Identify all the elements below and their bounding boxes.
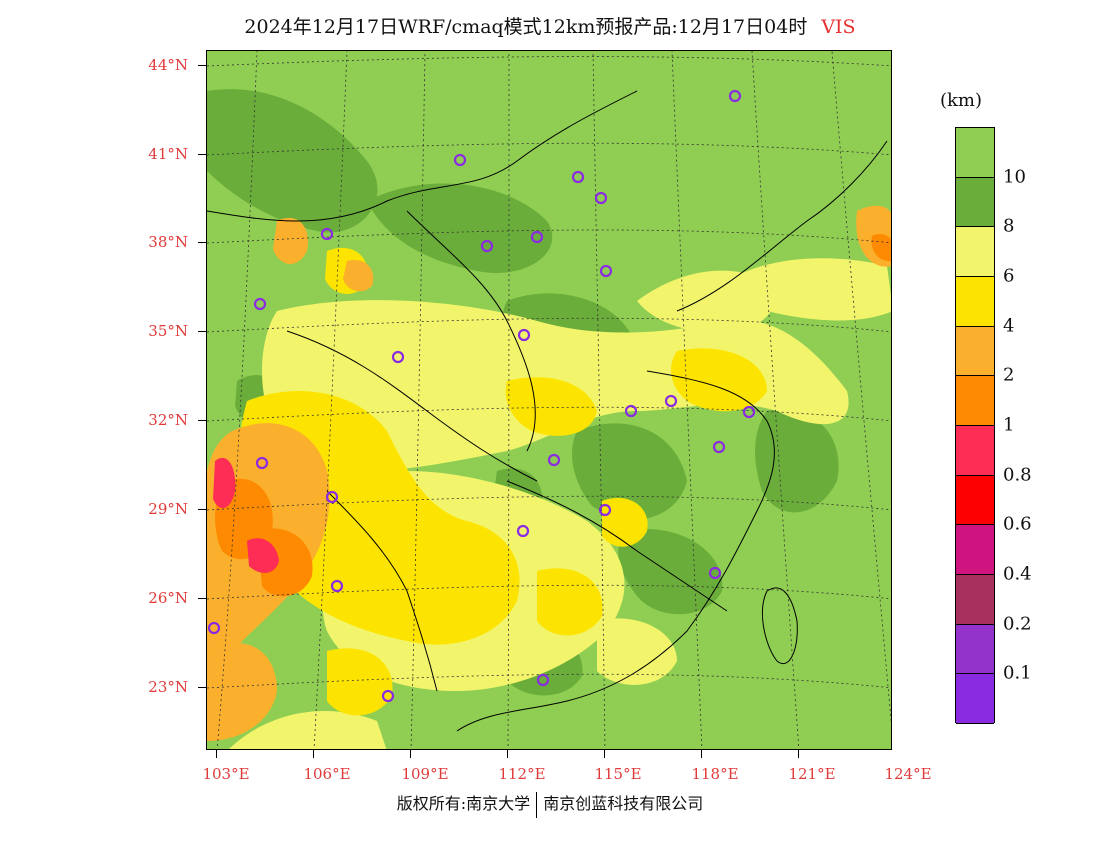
lon-label-118: 118°E bbox=[691, 765, 739, 783]
legend-color-box bbox=[956, 227, 994, 277]
lon-tick bbox=[216, 750, 217, 758]
footer-divider bbox=[536, 791, 538, 818]
circle-marker-icon bbox=[742, 405, 756, 419]
circle-marker-icon bbox=[571, 170, 585, 184]
circle-marker-icon bbox=[547, 453, 561, 467]
lat-label-32: 32°N bbox=[148, 411, 188, 429]
circle-marker-icon bbox=[517, 328, 531, 342]
lat-label-38: 38°N bbox=[148, 233, 188, 251]
legend-color-box bbox=[956, 128, 994, 178]
lat-tick bbox=[198, 420, 206, 421]
lon-label-121: 121°E bbox=[788, 765, 836, 783]
color-legend bbox=[955, 127, 995, 724]
circle-marker-icon bbox=[708, 566, 722, 580]
circle-marker-icon bbox=[594, 191, 608, 205]
lon-tick bbox=[798, 750, 799, 758]
company-text: 南京创蓝科技有限公司 bbox=[543, 794, 704, 813]
circle-marker-icon bbox=[598, 503, 612, 517]
lon-label-112: 112°E bbox=[498, 765, 546, 783]
lon-tick bbox=[507, 750, 508, 758]
lat-tick bbox=[198, 598, 206, 599]
lon-label-109: 109°E bbox=[401, 765, 449, 783]
lat-tick bbox=[198, 687, 206, 688]
lat-label-41: 41°N bbox=[148, 145, 188, 163]
legend-color-box bbox=[956, 525, 994, 575]
legend-label: 6 bbox=[1003, 265, 1015, 287]
lat-label-29: 29°N bbox=[148, 500, 188, 518]
legend-color-box bbox=[956, 575, 994, 625]
legend-color-box bbox=[956, 426, 994, 476]
legend-unit: (km) bbox=[940, 90, 983, 111]
lat-tick bbox=[198, 242, 206, 243]
legend-color-box bbox=[956, 674, 994, 724]
boundary-lines bbox=[207, 90, 888, 732]
circle-marker-icon bbox=[480, 239, 494, 253]
lon-tick bbox=[313, 750, 314, 758]
lon-tick bbox=[701, 750, 702, 758]
circle-marker-icon bbox=[453, 153, 467, 167]
legend-label: 4 bbox=[1003, 315, 1015, 337]
legend-color-box bbox=[956, 376, 994, 426]
footer: 版权所有:南京大学 南京创蓝科技有限公司 bbox=[0, 790, 1100, 818]
circle-marker-icon bbox=[536, 673, 550, 687]
circle-marker-icon bbox=[516, 524, 530, 538]
legend-color-box bbox=[956, 326, 994, 377]
graticule bbox=[207, 51, 891, 749]
lon-label-115: 115°E bbox=[594, 765, 642, 783]
lat-tick bbox=[198, 509, 206, 510]
legend-color-box bbox=[956, 624, 994, 675]
legend-label: 1 bbox=[1003, 414, 1015, 436]
lat-label-35: 35°N bbox=[148, 322, 188, 340]
lat-tick bbox=[198, 154, 206, 155]
legend-color-box bbox=[956, 177, 994, 228]
legend-label: 10 bbox=[1003, 166, 1026, 188]
circle-marker-icon bbox=[253, 297, 267, 311]
lon-label-124: 124°E bbox=[884, 765, 932, 783]
legend-label: 0.8 bbox=[1003, 464, 1032, 486]
map-canvas bbox=[207, 51, 891, 749]
legend-label: 0.6 bbox=[1003, 513, 1032, 535]
circle-marker-icon bbox=[391, 350, 405, 364]
title-text: 2024年12月17日WRF/cmaq模式12km预报产品:12月17日04时 bbox=[244, 16, 808, 38]
legend-label: 2 bbox=[1003, 364, 1015, 386]
lon-label-106: 106°E bbox=[303, 765, 351, 783]
circle-marker-icon bbox=[320, 227, 334, 241]
station-markers bbox=[207, 89, 756, 703]
circle-marker-icon bbox=[530, 230, 544, 244]
legend-label: 0.1 bbox=[1003, 662, 1032, 684]
lat-tick bbox=[198, 65, 206, 66]
circle-marker-icon bbox=[330, 579, 344, 593]
visibility-map bbox=[206, 50, 892, 750]
circle-marker-icon bbox=[712, 440, 726, 454]
circle-marker-icon bbox=[728, 89, 742, 103]
lon-label-103: 103°E bbox=[202, 765, 250, 783]
legend-label: 0.4 bbox=[1003, 563, 1032, 585]
legend-label: 8 bbox=[1003, 215, 1015, 237]
circle-marker-icon bbox=[381, 689, 395, 703]
circle-marker-icon bbox=[207, 621, 221, 635]
legend-color-box bbox=[956, 475, 994, 526]
lon-tick bbox=[410, 750, 411, 758]
copyright-text: 版权所有:南京大学 bbox=[396, 794, 531, 813]
lat-label-44: 44°N bbox=[148, 56, 188, 74]
circle-marker-icon bbox=[255, 456, 269, 470]
circle-marker-icon bbox=[624, 404, 638, 418]
lat-tick bbox=[198, 331, 206, 332]
circle-marker-icon bbox=[599, 264, 613, 278]
variable-name: VIS bbox=[821, 16, 856, 38]
vis-0.8-1-regions bbox=[213, 457, 279, 573]
lat-label-26: 26°N bbox=[148, 589, 188, 607]
circle-marker-icon bbox=[325, 490, 339, 504]
legend-label: 0.2 bbox=[1003, 613, 1032, 635]
map-title: 2024年12月17日WRF/cmaq模式12km预报产品:12月17日04时 V… bbox=[0, 12, 1100, 39]
legend-color-box bbox=[956, 277, 994, 327]
circle-marker-icon bbox=[664, 394, 678, 408]
lat-label-23: 23°N bbox=[148, 678, 188, 696]
lon-tick bbox=[604, 750, 605, 758]
